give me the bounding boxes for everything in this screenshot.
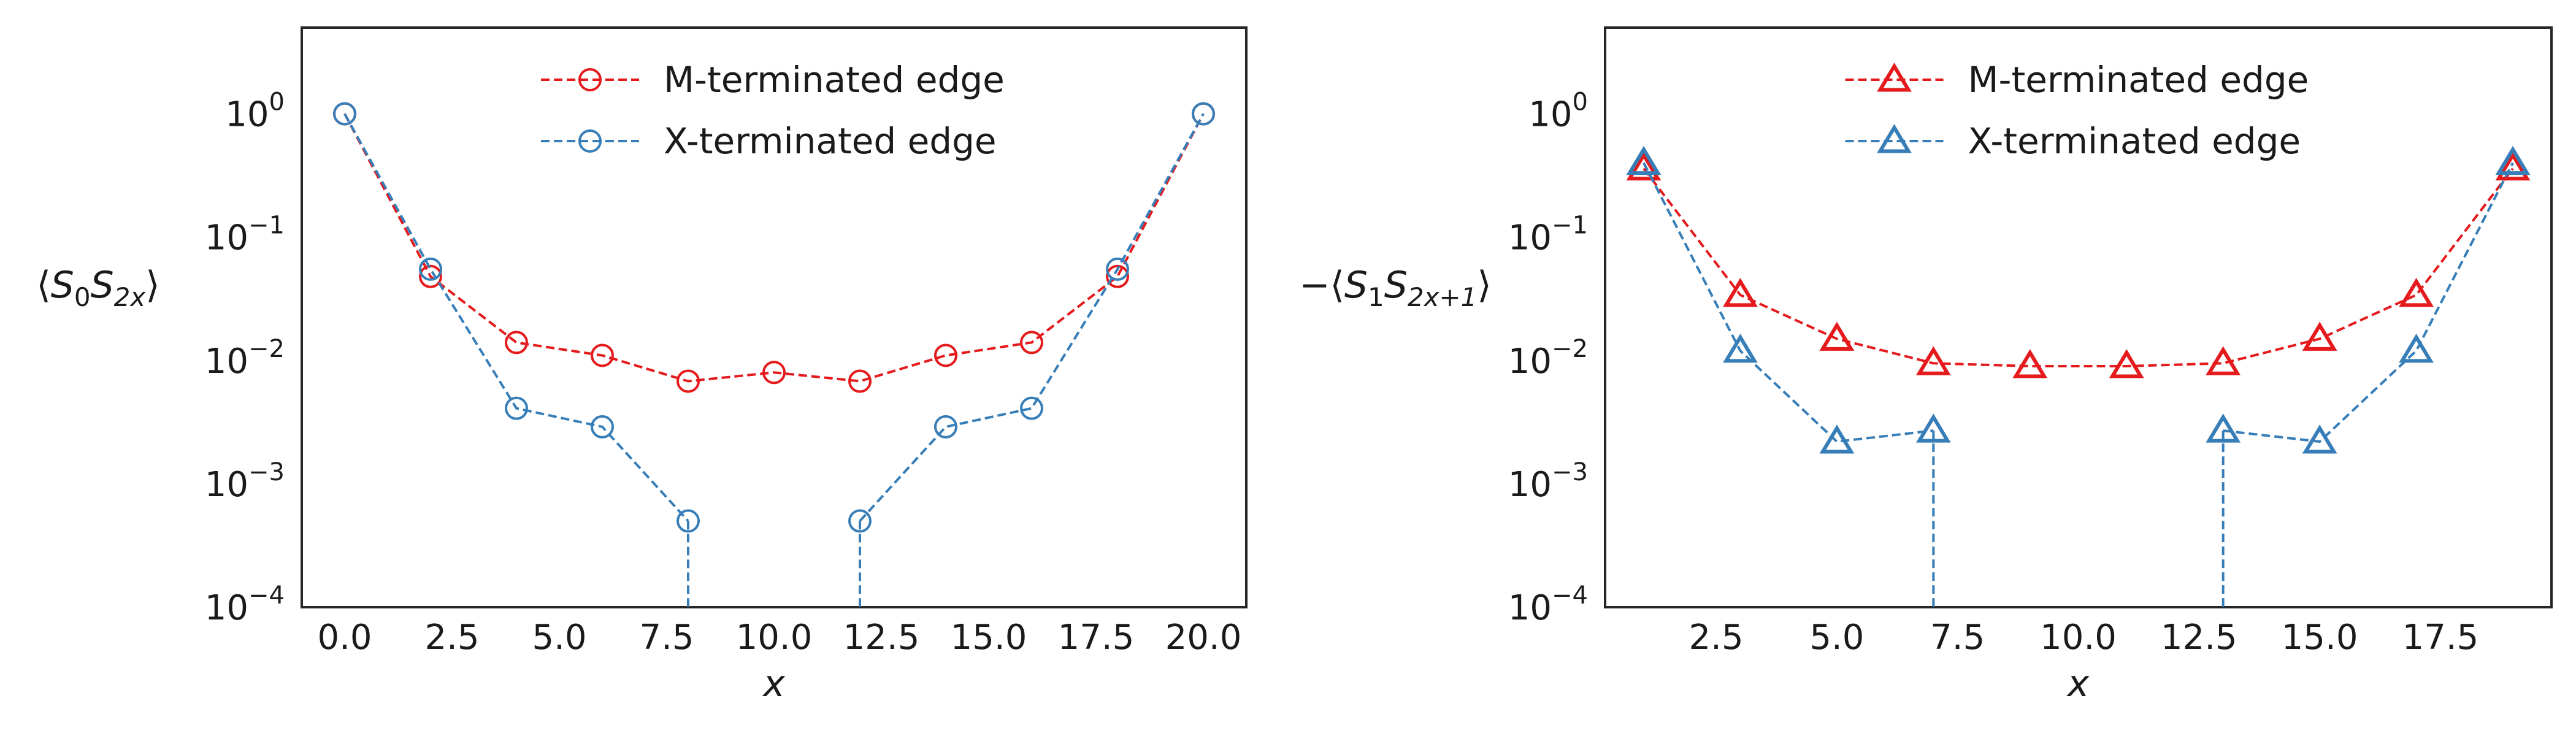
chart-left: 0.0 2.5 5.0 7.5 10.0 12.5 15.0 17.5 20.0 10−4 10−3… (36, 26, 1248, 705)
data-point (1819, 321, 1855, 351)
data-point (591, 415, 614, 439)
data-point (2302, 321, 2337, 351)
data-point (1723, 278, 1758, 307)
x-tick-label: 7.5 (1930, 618, 1985, 657)
x-tick-label: 5.0 (532, 618, 586, 657)
data-point (677, 369, 700, 393)
y-tick-label: 10−1 (1508, 212, 1588, 258)
series-m-terminated (1626, 151, 2531, 378)
x-tick-label: 2.5 (424, 618, 479, 657)
data-point (2109, 349, 2144, 378)
series-x-terminated (1626, 145, 2531, 607)
chart-right: 2.5 5.0 7.5 10.0 12.5 15.0 17.5 10−4 10−3 10−2 10−… (1299, 26, 2553, 705)
x-tick-label: 15.0 (2282, 618, 2358, 657)
data-point (677, 509, 700, 533)
legend: M-terminated edge X-terminated edge (541, 59, 1005, 162)
y-tick-label: 10−3 (1508, 458, 1588, 505)
plot-frame (301, 26, 1248, 608)
x-tick-label: 20.0 (1165, 618, 1242, 657)
legend-marker (578, 68, 602, 91)
legend-marker (1877, 63, 1912, 92)
data-point (848, 369, 872, 393)
x-tick-label: 7.5 (639, 618, 694, 657)
data-point (2012, 349, 2048, 378)
x-tick-label: 5.0 (1809, 618, 1864, 657)
data-point (1819, 424, 1855, 454)
legend-label: X-terminated edge (1968, 120, 2301, 162)
x-tick-label: 10.0 (736, 618, 813, 657)
legend-marker (578, 129, 602, 153)
data-point (762, 361, 786, 385)
data-point (1106, 264, 1129, 288)
series-line (1643, 162, 1934, 443)
y-tick-label: 10−3 (205, 458, 285, 505)
data-point (1020, 396, 1043, 420)
data-point (934, 343, 957, 367)
data-point (934, 415, 957, 439)
y-tick-label: 10−1 (205, 212, 285, 258)
y-tick-label: 10−2 (205, 335, 285, 381)
data-point (1020, 331, 1043, 355)
y-axis-label: −⟨S1S2x+1⟩ (1299, 264, 1492, 312)
x-tick-label: 12.5 (843, 618, 920, 657)
y-tick-label: 10−4 (205, 581, 285, 628)
series-x-terminated (333, 102, 1215, 607)
x-tick-label: 17.5 (2402, 618, 2479, 657)
plot-area (1626, 145, 2531, 607)
plot-area (333, 102, 1215, 607)
data-point (505, 396, 528, 420)
x-axis-label: x (762, 662, 785, 705)
x-tick-label: 0.0 (317, 618, 372, 657)
data-point (333, 102, 356, 126)
legend-label: X-terminated edge (664, 120, 997, 162)
y-tick-label: 100 (1528, 88, 1588, 135)
legend-label: M-terminated edge (664, 59, 1005, 101)
series-line (343, 113, 1205, 383)
data-point (1192, 102, 1215, 126)
y-tick-label: 10−4 (1508, 581, 1588, 628)
data-point (419, 257, 442, 281)
data-point (2495, 145, 2531, 175)
data-point (1723, 334, 1758, 363)
series-line (1643, 167, 2514, 367)
data-point (1106, 257, 1129, 281)
data-point (2302, 424, 2337, 454)
legend: M-terminated edge X-terminated edge (1845, 59, 2309, 162)
data-point (1915, 413, 1951, 443)
data-point (419, 264, 442, 288)
series-line (859, 113, 1205, 522)
x-tick-label: 12.5 (2161, 618, 2237, 657)
data-point (2399, 334, 2434, 363)
x-tick-label: 17.5 (1058, 618, 1135, 657)
y-tick-label: 10−2 (1508, 335, 1588, 381)
data-point (1626, 145, 1662, 175)
series-line (2223, 162, 2514, 443)
data-point (2399, 278, 2434, 307)
data-point (1626, 151, 1662, 181)
data-point (2495, 151, 2531, 181)
data-point (848, 509, 872, 533)
x-tick-label: 15.0 (951, 618, 1027, 657)
y-tick-label: 100 (225, 88, 285, 135)
series-line (343, 113, 689, 522)
legend-label: M-terminated edge (1968, 59, 2309, 101)
legend-marker (1877, 124, 1912, 153)
x-tick-label: 2.5 (1689, 618, 1744, 657)
data-point (1915, 346, 1951, 375)
x-tick-label: 10.0 (2040, 618, 2117, 657)
data-point (505, 331, 528, 355)
data-point (591, 343, 614, 367)
data-point (2206, 346, 2241, 375)
y-axis-label: ⟨S0S2x⟩ (36, 264, 159, 312)
plot-frame (1604, 26, 2553, 608)
data-point (2206, 413, 2241, 443)
x-axis-label: x (2066, 662, 2090, 705)
